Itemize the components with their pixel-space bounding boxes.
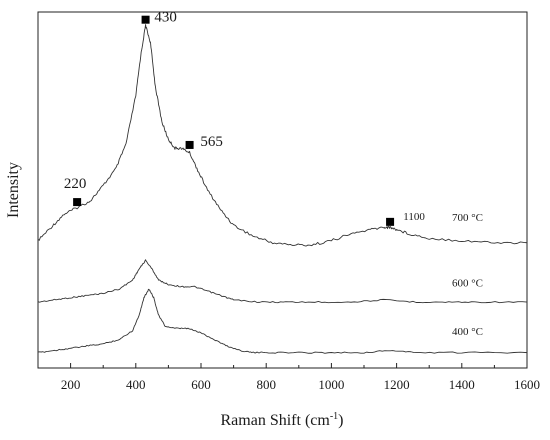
series-line-700c bbox=[37, 24, 528, 247]
series-line-600c bbox=[37, 259, 528, 304]
x-tick-label: 400 bbox=[126, 377, 146, 392]
series-label-400c: 400 °C bbox=[452, 326, 483, 338]
x-tick-label: 800 bbox=[256, 377, 276, 392]
x-tick-label: 1200 bbox=[384, 377, 410, 392]
peak-label-565: 565 bbox=[200, 134, 223, 150]
x-tick-label: 1600 bbox=[514, 377, 540, 392]
series-label-600c: 600 °C bbox=[452, 278, 483, 290]
series-traces bbox=[37, 24, 528, 354]
series-line-400c bbox=[37, 288, 528, 354]
peak-label-1100: 1100 bbox=[403, 211, 425, 223]
x-tick-label: 600 bbox=[191, 377, 211, 392]
peak-markers: 220 430 565 1100 bbox=[64, 10, 425, 226]
peak-label-430: 430 bbox=[154, 10, 177, 26]
y-axis-title: Intensity bbox=[5, 162, 22, 218]
peak-label-220: 220 bbox=[64, 176, 87, 192]
x-tick-label: 1000 bbox=[318, 377, 344, 392]
peak-marker-220 bbox=[73, 198, 82, 207]
x-tick-label: 200 bbox=[61, 377, 81, 392]
x-axis-ticks: 200 400 600 800 1000 1200 1400 1600 bbox=[37, 363, 540, 392]
x-axis-title: Raman Shift (cm-1) bbox=[221, 411, 344, 429]
plot-frame bbox=[37, 11, 528, 369]
x-tick-label: 1400 bbox=[449, 377, 475, 392]
series-label-700c: 700 °C bbox=[452, 212, 483, 224]
peak-marker-1100 bbox=[386, 217, 395, 226]
peak-marker-430 bbox=[141, 15, 150, 24]
series-labels: 700 °C 600 °C 400 °C bbox=[452, 212, 483, 338]
peak-marker-565 bbox=[185, 140, 194, 149]
